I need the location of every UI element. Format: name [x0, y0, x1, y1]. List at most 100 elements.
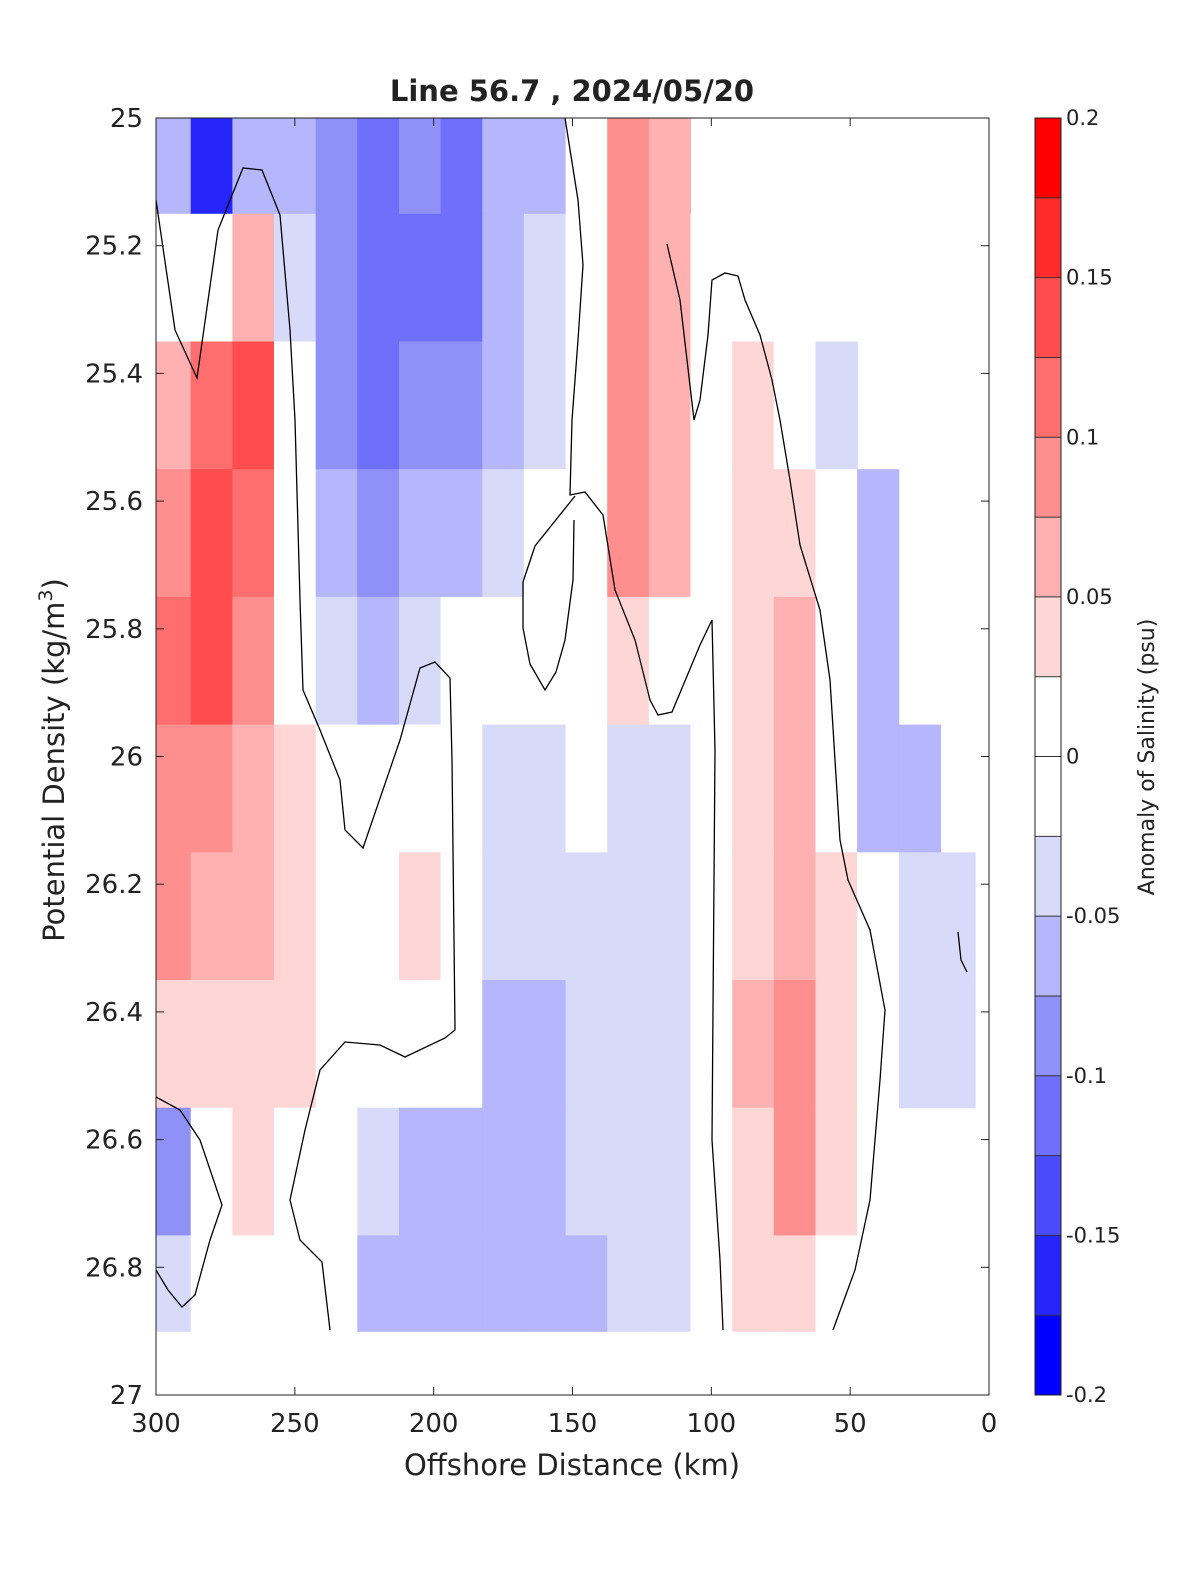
contour-cell	[399, 980, 442, 1109]
contour-cell	[565, 980, 608, 1109]
contour-cell	[274, 724, 317, 853]
chart-title: Line 56.7 , 2024/05/20	[390, 74, 754, 108]
contour-cell	[440, 1235, 483, 1332]
contour-cell	[732, 469, 775, 598]
contour-cell	[523, 1107, 567, 1236]
contour-cell	[482, 852, 525, 981]
contour-cell	[565, 852, 608, 981]
contour-cell	[565, 341, 608, 470]
contour-cell	[523, 852, 567, 981]
contour-cell	[156, 341, 192, 470]
y-tick-label: 25.8	[85, 615, 143, 645]
contour-cell	[523, 1235, 567, 1332]
contour-cell	[690, 469, 733, 598]
contour-cell	[773, 724, 816, 853]
contour-cell	[357, 213, 400, 343]
y-tick-label: 25.6	[85, 487, 143, 517]
colorbar-segment	[1035, 836, 1061, 917]
x-axis-title: Offshore Distance (km)	[404, 1448, 740, 1482]
contour-cell	[399, 341, 442, 470]
contour-cell	[274, 1107, 317, 1236]
contour-cell	[190, 341, 233, 470]
contour-cell	[315, 596, 358, 726]
contour-cell	[315, 1107, 358, 1236]
x-tick-label: 200	[409, 1409, 459, 1439]
x-tick-label: 300	[131, 1409, 181, 1439]
contour-cell	[399, 118, 442, 215]
contour-cell	[482, 341, 525, 470]
contour-cell	[648, 596, 692, 726]
plot-area: 300 250 200 150 100 50 0 2525.225.425.625.8262…	[85, 104, 997, 1439]
contour-cell	[440, 852, 483, 981]
contour-cell	[232, 469, 275, 598]
y-axis: 25 25.2 25.4 25.6 25.8 26 26.2 26.4 26.6 26.8 27	[85, 104, 989, 1411]
contour-cell	[156, 1235, 192, 1332]
contour-cell	[232, 1235, 275, 1332]
colorbar-segment	[1035, 596, 1061, 678]
colorbar-tick-label: 0	[1066, 745, 1079, 769]
contour-cell	[232, 118, 275, 215]
contour-cell	[357, 852, 400, 981]
colorbar-segment	[1035, 357, 1061, 438]
y-tick-label: 26	[110, 743, 143, 773]
contour-cell	[399, 1107, 442, 1236]
y-tick-label: 26.2	[85, 870, 143, 900]
contour-cell	[607, 213, 650, 343]
contour-cell	[565, 596, 608, 726]
y-tick-label: 25	[110, 104, 143, 134]
zero-contour-line	[156, 1096, 223, 1308]
contour-cell	[232, 341, 275, 470]
contour-cell	[565, 1235, 608, 1332]
colorbar-segment	[1035, 995, 1061, 1077]
contour-cell	[857, 724, 900, 853]
contour-cell	[399, 852, 442, 981]
y-axis-title-close: )	[37, 578, 71, 589]
contour-cell	[399, 213, 442, 343]
contour-cell	[648, 118, 692, 215]
contour-cell	[815, 1107, 858, 1236]
colorbar-tick-label: 0.1	[1066, 425, 1099, 449]
contour-cell	[857, 596, 900, 726]
contour-cell	[357, 1107, 400, 1236]
contour-cell	[274, 980, 317, 1109]
contour-cell	[607, 118, 650, 215]
colorbar-tick-label: -0.1	[1066, 1064, 1107, 1088]
x-tick-label: 50	[834, 1409, 867, 1439]
contour-cell	[565, 1107, 608, 1236]
y-axis-title: Potential Density (kg/m3)	[35, 578, 71, 942]
y-tick-label: 26.8	[85, 1253, 143, 1283]
contour-cell	[648, 469, 692, 598]
contour-cell	[357, 596, 400, 726]
contour-cell	[648, 1235, 692, 1332]
y-axis-title-main: Potential Density (kg/m	[37, 602, 71, 942]
contour-cell	[274, 1235, 317, 1332]
colorbar-segment	[1035, 517, 1061, 598]
y-tick-label: 26.6	[85, 1126, 143, 1156]
contour-cell	[523, 596, 567, 726]
contour-cell	[482, 469, 525, 598]
zero-contour-line	[957, 931, 968, 973]
contour-cell	[607, 1235, 650, 1332]
contour-cell	[357, 724, 400, 853]
contour-cell	[523, 341, 567, 470]
contour-cell	[274, 852, 317, 981]
colorbar-segment	[1035, 916, 1061, 997]
contour-fill-layer	[156, 118, 976, 1332]
contour-cell	[898, 852, 941, 981]
x-tick-label: 250	[270, 1409, 320, 1439]
contour-cell	[690, 341, 733, 470]
zero-contour-line	[666, 243, 886, 1331]
contour-cell	[190, 852, 233, 981]
contour-cell	[815, 1235, 858, 1332]
contour-cell	[690, 1235, 733, 1332]
contour-cell	[648, 980, 692, 1109]
contour-cell	[773, 341, 816, 470]
contour-cell	[607, 469, 650, 598]
contour-cell	[690, 724, 733, 853]
contour-cell	[440, 469, 483, 598]
contour-cell	[773, 1235, 816, 1332]
colorbar-segment	[1035, 197, 1061, 279]
contour-cell	[565, 118, 608, 215]
contour-cell	[732, 1107, 775, 1236]
